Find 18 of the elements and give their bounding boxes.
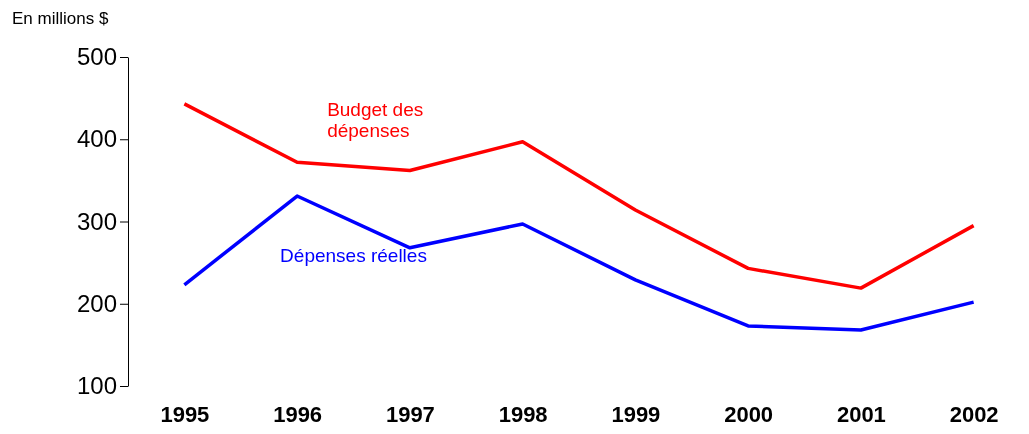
series-label: Budget des dépenses xyxy=(327,99,424,142)
y-tick-label: 400 xyxy=(76,125,117,153)
x-tick-label: 2000 xyxy=(724,401,774,427)
x-tick-label: 2002 xyxy=(949,401,999,427)
x-tick-label: 1999 xyxy=(611,401,661,427)
y-tick-label: 100 xyxy=(76,372,117,400)
x-tick-label: 2001 xyxy=(836,401,886,427)
y-tick-label: 500 xyxy=(76,43,117,71)
x-tick-label: 1995 xyxy=(160,401,210,427)
series-label: Dépenses réelles xyxy=(280,244,427,266)
y-tick-label: 200 xyxy=(76,289,117,317)
line-series xyxy=(182,102,976,290)
x-tick-label: 1996 xyxy=(273,401,323,427)
y-tick-label: 300 xyxy=(76,207,117,235)
y-axis-title: En millions $ xyxy=(12,9,109,28)
x-tick-label: 1998 xyxy=(498,401,548,427)
x-tick-label: 1997 xyxy=(385,401,435,427)
line-series xyxy=(182,194,976,332)
